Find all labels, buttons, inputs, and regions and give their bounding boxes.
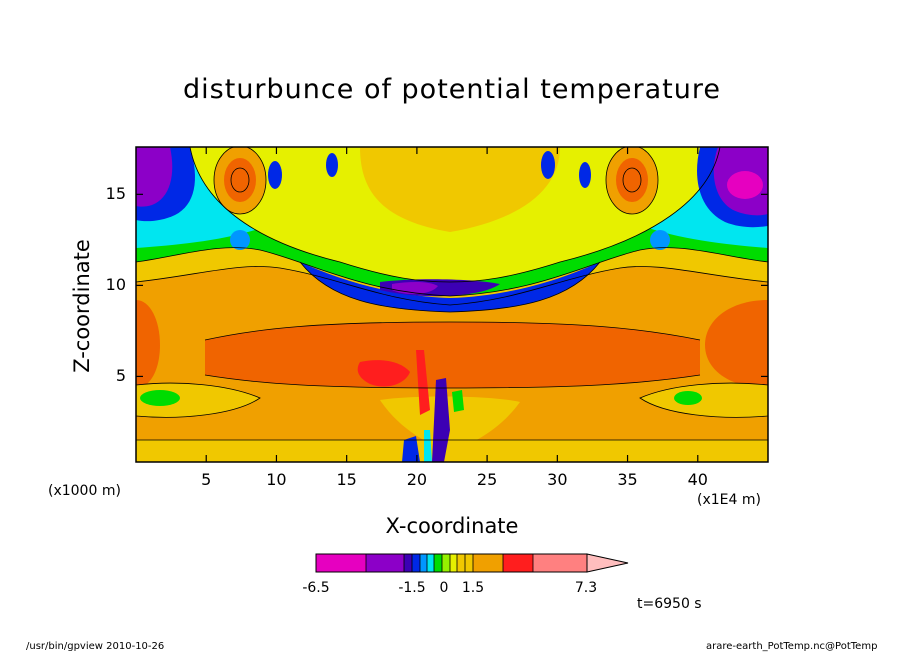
contour-line-13 bbox=[622, 167, 642, 193]
contour-line-10 bbox=[213, 147, 267, 215]
contour-cold-spot-3 bbox=[326, 153, 338, 177]
contour-cold-spot-1 bbox=[268, 161, 282, 189]
contour-column-cyan bbox=[424, 430, 432, 462]
plot-frame bbox=[135, 146, 769, 463]
colorbar-label-pos: 1.5 bbox=[461, 580, 485, 596]
contour-line-6 bbox=[136, 382, 261, 418]
contour-green-patch-right bbox=[674, 391, 702, 405]
colorbar-label-max: 7.3 bbox=[574, 580, 598, 596]
colorbar bbox=[315, 553, 629, 573]
contour-line-12 bbox=[230, 167, 250, 193]
colorbar-seg-7 bbox=[434, 554, 442, 572]
x-tick-label: 10 bbox=[266, 470, 287, 489]
contour-line-1 bbox=[136, 266, 768, 306]
contour-low-yellow-center bbox=[380, 396, 520, 452]
colorbar-seg-3 bbox=[404, 554, 412, 572]
contour-line-7 bbox=[639, 382, 768, 418]
x-tick-label: 35 bbox=[617, 470, 638, 489]
x-tick-label: 5 bbox=[201, 470, 212, 489]
contour-line-2 bbox=[136, 247, 768, 297]
contour-right-edge-band bbox=[705, 300, 768, 388]
contour-cold-spot-2 bbox=[541, 151, 555, 179]
contour-warm-core-right bbox=[616, 158, 648, 202]
contour-column-dark bbox=[432, 378, 450, 462]
footer-source: arare-earth_PotTemp.nc@PotTemp bbox=[706, 641, 878, 652]
colorbar-seg-10 bbox=[457, 554, 465, 572]
contour-cold-spot-5 bbox=[230, 230, 250, 250]
colorbar-seg-2 bbox=[366, 554, 404, 572]
contour-cold-spot-4 bbox=[579, 162, 591, 188]
y-tick-label: 15 bbox=[105, 184, 126, 204]
x-axis-unit-label: (x1E4 m) bbox=[697, 492, 761, 508]
contour-corner-right-magenta bbox=[727, 171, 763, 199]
contour-upper-interior-core bbox=[360, 147, 560, 232]
y-tick-label: 10 bbox=[105, 275, 126, 295]
colorbar-label-min: -6.5 bbox=[302, 580, 330, 596]
contour-left-edge-band bbox=[136, 300, 160, 388]
contour-low-yellow-right bbox=[640, 383, 768, 418]
colorbar-seg-14 bbox=[533, 554, 587, 572]
x-tick-label: 20 bbox=[406, 470, 428, 489]
colorbar-frame bbox=[315, 553, 588, 573]
contour-blue-trough bbox=[300, 262, 600, 312]
x-tick-label: 40 bbox=[687, 470, 708, 489]
contour-surface-band bbox=[136, 440, 768, 462]
contour-column-green bbox=[452, 390, 464, 412]
contour-warm-core-left bbox=[224, 158, 256, 202]
time-annotation: t=6950 s bbox=[637, 596, 702, 612]
contour-mid-band bbox=[205, 322, 700, 388]
y-axis-unit-label: (x1000 m) bbox=[48, 483, 121, 499]
colorbar-seg-1 bbox=[316, 554, 366, 572]
colorbar-seg-9 bbox=[450, 554, 457, 572]
colorbar-seg-8 bbox=[442, 554, 450, 572]
colorbar-seg-6 bbox=[427, 554, 434, 572]
axis-ticks bbox=[136, 147, 768, 462]
contour-column-red bbox=[416, 350, 430, 415]
colorbar-seg-5 bbox=[420, 554, 427, 572]
x-tick-label: 30 bbox=[547, 470, 568, 489]
colorbar-seg-4 bbox=[412, 554, 420, 572]
contour-column-blue bbox=[402, 436, 420, 462]
chart-title: disturbunce of potential temperature bbox=[183, 74, 721, 105]
y-tick-label: 5 bbox=[115, 366, 126, 386]
contour-corner-left-purple bbox=[136, 147, 173, 207]
contour-line-11 bbox=[605, 147, 659, 215]
contour-red-core bbox=[357, 360, 410, 387]
contour-cold-spot-6 bbox=[650, 230, 670, 250]
colorbar-seg-13 bbox=[503, 554, 533, 572]
colorbar-seg-12 bbox=[473, 554, 503, 572]
contour-green-patch-left bbox=[140, 390, 180, 406]
contour-line-8 bbox=[189, 147, 721, 283]
x-axis-label: X-coordinate bbox=[385, 514, 519, 538]
contour-line-4 bbox=[204, 374, 701, 389]
colorbar-label-zero: 0 bbox=[439, 580, 449, 596]
colorbar-seg-11 bbox=[465, 554, 473, 572]
colorbar-extension-arrow bbox=[586, 553, 629, 573]
contour-line-9 bbox=[299, 261, 601, 313]
footer-command: /usr/bin/gpview 2010-10-26 bbox=[26, 641, 165, 652]
colorbar-label-neg: -1.5 bbox=[398, 580, 426, 596]
contour-line-3 bbox=[204, 321, 701, 341]
x-tick-label: 25 bbox=[476, 470, 498, 489]
x-tick-label: 15 bbox=[336, 470, 357, 489]
contour-field bbox=[136, 147, 768, 462]
y-axis-label: Z-coordinate bbox=[70, 239, 94, 373]
